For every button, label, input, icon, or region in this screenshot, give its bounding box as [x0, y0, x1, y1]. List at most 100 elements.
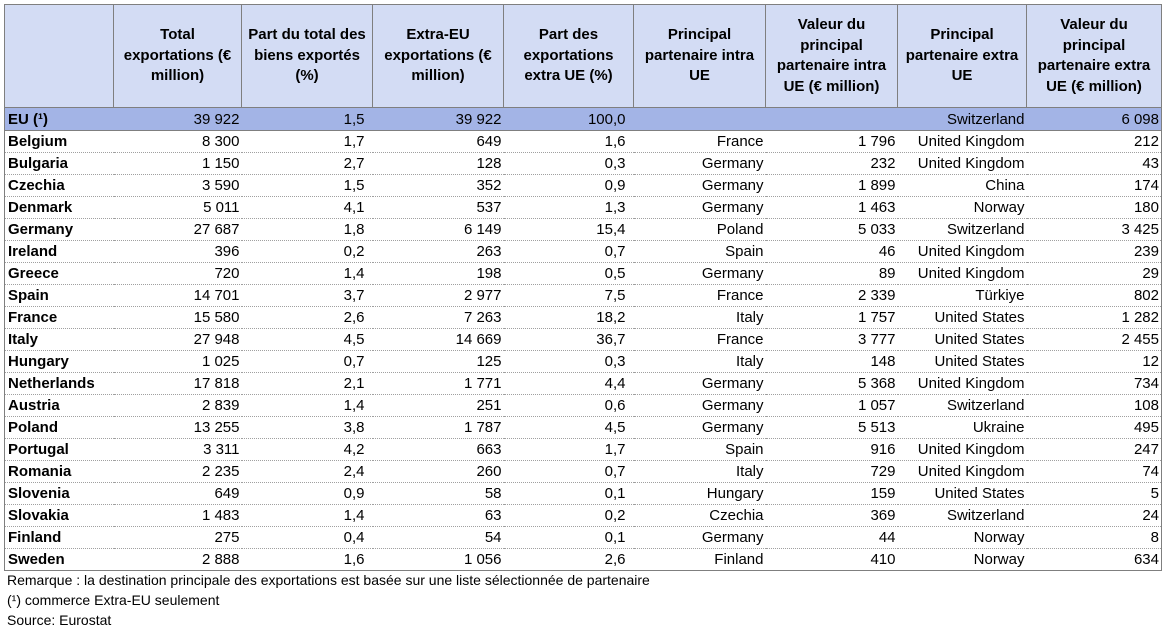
cell-intra-eu-value: 1 899	[765, 174, 898, 197]
cell-share-extra-eu: 1,6	[503, 130, 634, 153]
cell-intra-eu-value: 729	[765, 460, 898, 483]
cell-extra-eu-exports: 58	[372, 482, 504, 505]
cell-country: Hungary	[4, 350, 114, 373]
cell-share-total: 2,1	[241, 372, 373, 395]
header-cell-total-exports: Total exportations (€ million)	[113, 4, 242, 108]
table-row: Portugal 3 311 4,2 663 1,7 Spain 916 United Kin…	[4, 438, 1162, 461]
cell-intra-eu-value: 46	[765, 240, 898, 263]
cell-country: Netherlands	[4, 372, 114, 395]
cell-country: France	[4, 306, 114, 329]
cell-total-exports: 2 888	[113, 548, 242, 571]
cell-country: Austria	[4, 394, 114, 417]
cell-country: Greece	[4, 262, 114, 285]
cell-extra-eu-value: 180	[1026, 196, 1162, 219]
note-remark: Remarque : la destination principale des…	[7, 572, 650, 588]
table-row: Netherlands 17 818 2,1 1 771 4,4 Germany 5 368…	[4, 372, 1162, 395]
cell-share-total: 1,5	[241, 174, 373, 197]
cell-extra-eu-value: 3 425	[1026, 218, 1162, 241]
cell-intra-eu-partner: Finland	[633, 548, 766, 571]
cell-extra-eu-value: 212	[1026, 130, 1162, 153]
cell-share-total: 0,2	[241, 240, 373, 263]
cell-country: Ireland	[4, 240, 114, 263]
cell-extra-eu-exports: 54	[372, 526, 504, 549]
cell-country: Germany	[4, 218, 114, 241]
cell-extra-eu-value: 6 098	[1026, 107, 1162, 131]
cell-share-total: 0,7	[241, 350, 373, 373]
cell-share-total: 0,9	[241, 482, 373, 505]
cell-country: Czechia	[4, 174, 114, 197]
cell-intra-eu-partner: Italy	[633, 306, 766, 329]
cell-total-exports: 649	[113, 482, 242, 505]
cell-intra-eu-value: 1 796	[765, 130, 898, 153]
cell-intra-eu-value: 5 513	[765, 416, 898, 439]
cell-share-total: 4,1	[241, 196, 373, 219]
table-row: Ireland 396 0,2 263 0,7 Spain 46 United Kingdom…	[4, 240, 1162, 263]
table-row: Belgium 8 300 1,7 649 1,6 France 1 796 United K…	[4, 130, 1162, 153]
cell-extra-eu-partner: Norway	[897, 548, 1027, 571]
cell-share-extra-eu: 0,6	[503, 394, 634, 417]
cell-extra-eu-partner: United States	[897, 350, 1027, 373]
cell-extra-eu-partner: Norway	[897, 526, 1027, 549]
cell-share-extra-eu: 7,5	[503, 284, 634, 307]
cell-extra-eu-exports: 63	[372, 504, 504, 527]
cell-intra-eu-partner: Germany	[633, 174, 766, 197]
cell-total-exports: 1 483	[113, 504, 242, 527]
cell-extra-eu-exports: 537	[372, 196, 504, 219]
cell-extra-eu-value: 12	[1026, 350, 1162, 373]
table-notes: Remarque : la destination principale des…	[7, 570, 650, 630]
cell-extra-eu-value: 634	[1026, 548, 1162, 571]
cell-intra-eu-partner: Germany	[633, 416, 766, 439]
cell-intra-eu-value: 916	[765, 438, 898, 461]
cell-total-exports: 396	[113, 240, 242, 263]
cell-intra-eu-value: 148	[765, 350, 898, 373]
cell-intra-eu-value: 232	[765, 152, 898, 175]
cell-extra-eu-value: 108	[1026, 394, 1162, 417]
cell-country: Bulgaria	[4, 152, 114, 175]
cell-country: Finland	[4, 526, 114, 549]
cell-intra-eu-partner: Italy	[633, 460, 766, 483]
cell-extra-eu-value: 802	[1026, 284, 1162, 307]
table-row: Sweden 2 888 1,6 1 056 2,6 Finland 410 Norway 63…	[4, 548, 1162, 571]
cell-share-extra-eu: 100,0	[503, 107, 634, 131]
header-cell-extra-eu-value: Valeur du principal partenaire extra UE …	[1026, 4, 1162, 108]
cell-total-exports: 3 311	[113, 438, 242, 461]
cell-extra-eu-partner: United Kingdom	[897, 152, 1027, 175]
table-row: Austria 2 839 1,4 251 0,6 Germany 1 057 Switzer…	[4, 394, 1162, 417]
table-row: Greece 720 1,4 198 0,5 Germany 89 United Kingdo…	[4, 262, 1162, 285]
cell-intra-eu-value: 1 057	[765, 394, 898, 417]
cell-intra-eu-partner: Italy	[633, 350, 766, 373]
cell-intra-eu-partner: Germany	[633, 262, 766, 285]
cell-country: Romania	[4, 460, 114, 483]
eu-total-row: EU (¹) 39 922 1,5 39 922 100,0 Switzerland 6 0…	[4, 107, 1162, 131]
cell-extra-eu-exports: 39 922	[372, 107, 504, 131]
cell-share-extra-eu: 0,7	[503, 460, 634, 483]
cell-intra-eu-partner: Germany	[633, 196, 766, 219]
cell-share-extra-eu: 18,2	[503, 306, 634, 329]
cell-extra-eu-value: 734	[1026, 372, 1162, 395]
table-row: Czechia 3 590 1,5 352 0,9 Germany 1 899 China 17…	[4, 174, 1162, 197]
cell-extra-eu-partner: Türkiye	[897, 284, 1027, 307]
cell-intra-eu-value: 44	[765, 526, 898, 549]
header-cell-share-extra-eu: Part des exportations extra UE (%)	[503, 4, 634, 108]
cell-country: EU (¹)	[4, 107, 114, 131]
cell-extra-eu-partner: United Kingdom	[897, 240, 1027, 263]
table-row: Italy 27 948 4,5 14 669 36,7 France 3 777 Unite…	[4, 328, 1162, 351]
cell-intra-eu-value: 5 033	[765, 218, 898, 241]
cell-extra-eu-exports: 7 263	[372, 306, 504, 329]
cell-extra-eu-partner: Norway	[897, 196, 1027, 219]
cell-intra-eu-partner: Spain	[633, 438, 766, 461]
cell-share-extra-eu: 4,4	[503, 372, 634, 395]
cell-total-exports: 27 948	[113, 328, 242, 351]
cell-intra-eu-value: 1 757	[765, 306, 898, 329]
cell-share-total: 4,2	[241, 438, 373, 461]
cell-share-extra-eu: 0,3	[503, 350, 634, 373]
cell-total-exports: 27 687	[113, 218, 242, 241]
cell-extra-eu-exports: 1 771	[372, 372, 504, 395]
cell-extra-eu-partner: Switzerland	[897, 218, 1027, 241]
cell-total-exports: 3 590	[113, 174, 242, 197]
cell-intra-eu-partner: France	[633, 284, 766, 307]
header-cell-country	[4, 4, 114, 108]
cell-total-exports: 39 922	[113, 107, 242, 131]
cell-share-extra-eu: 0,2	[503, 504, 634, 527]
cell-total-exports: 17 818	[113, 372, 242, 395]
